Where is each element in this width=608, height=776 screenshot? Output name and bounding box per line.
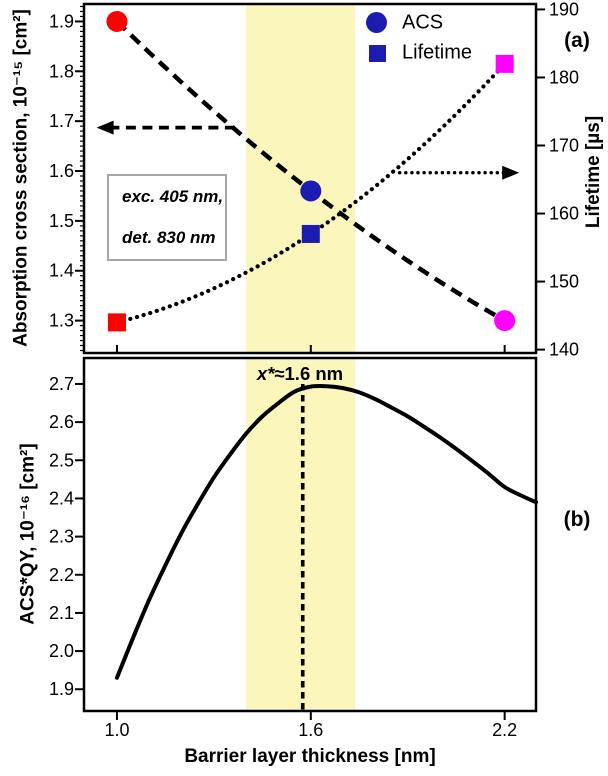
panel-a-left-tick-label: 1.9 [49,11,74,31]
panel-b-left-tick-label: 2.2 [49,565,74,585]
panel-b-left-tick-label: 2.4 [49,488,74,508]
panel-a-right-tick-label: 150 [549,272,579,292]
acs-point-2.2nm [494,310,516,332]
panel-b-left-tick-label: 2.6 [49,412,74,432]
panel-b-left-tick-label: 2.7 [49,374,74,394]
x-axis-title: Barrier layer thickness [nm] [184,746,436,767]
panel-a-right-tick-label: 160 [549,204,579,224]
panel-a-right-tick-label: 190 [549,0,579,19]
x-axis-tick-label: 2.2 [492,720,517,740]
acs-point-1.6nm [300,180,322,202]
lifetime-point-2.2nm [495,54,514,73]
x-axis-tick-label: 1.6 [298,720,323,740]
legend-lifetime-square-marker [369,45,386,62]
panel-a-label: (a) [564,29,590,52]
x-axis-tick-label: 1.0 [104,720,129,740]
note-line-2: det. 830 nm [122,228,216,248]
panel-a-right-tick-label: 180 [549,67,579,87]
panel-a-left-tick-label: 1.3 [49,311,74,331]
panel-b-left-tick-label: 1.9 [49,679,74,699]
left-arrowhead-icon [96,120,114,135]
highlight-band-panel-b [246,358,356,711]
optimum-variable: x* [256,363,275,384]
highlight-band-panel-a [246,4,356,353]
acs-qy-curve [114,384,538,680]
panel-a-right-tick-label: 170 [549,136,579,156]
lifetime-point-1nm [107,313,126,332]
lifetime-point-1.6nm [301,224,320,243]
panel-b-left-axis-title: ACS*QY, 10⁻¹⁶ [cm²] [17,443,39,625]
excitation-detection-note: exc. 405 nm, det. 830 nm [107,174,227,261]
panel-a-right-axis-title: Lifetime [µs] [583,115,604,229]
panel-a-left-tick-label: 1.5 [49,211,74,231]
panel-a-left-tick-label: 1.8 [49,61,74,81]
panel-a-left-axis-title: Absorption cross section, 10⁻¹⁵ [cm²] [10,9,32,347]
legend-acs-circle-marker [366,12,387,33]
panel-b-left-tick-label: 2.3 [49,527,74,547]
acs-point-1nm [106,10,128,32]
panel-b-left-tick-label: 2.1 [49,603,74,623]
panel-b-left-tick-label: 2.5 [49,450,74,470]
panel-a-left-tick-label: 1.4 [49,261,74,281]
panel-b-left-tick-label: 2.0 [49,641,74,661]
panel-a-right-tick-label: 140 [549,340,579,360]
note-line-1: exc. 405 nm, [122,186,224,206]
panel-a-left-tick-label: 1.7 [49,111,74,131]
right-arrowhead-icon [502,165,520,180]
legend-lifetime-label: Lifetime [402,41,473,64]
optimum-value: ≈1.6 nm [274,363,344,384]
legend-acs-label: ACS [402,11,444,34]
optimum-thickness-annotation: x*≈1.6 nm [257,363,343,385]
panel-b-label: (b) [563,508,591,531]
panel-a-left-tick-label: 1.6 [49,161,74,181]
